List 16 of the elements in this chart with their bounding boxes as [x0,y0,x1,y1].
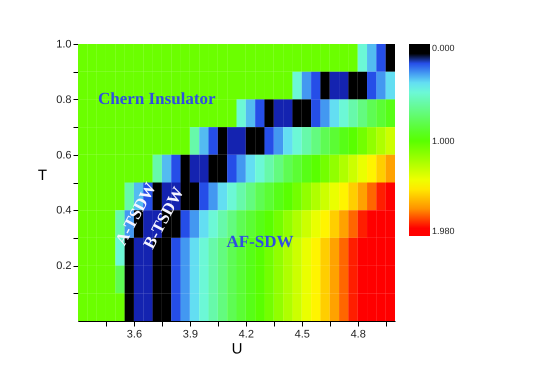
x-tick-label: 3.9 [182,328,198,340]
y-tick-label: 0.2 [56,260,72,272]
y-tick-label: 1.0 [56,38,72,50]
x-tick-label: 4.8 [350,328,366,340]
y-tick-label: 0.4 [56,204,72,217]
x-tick-label: 4.2 [238,328,254,340]
x-tick-label: 4.5 [294,328,310,340]
color-bar-label: 1.980 [432,226,455,236]
color-bar-label: 0.000 [432,43,455,53]
y-tick-label: 0.6 [56,149,72,162]
x-tick-label: 3.6 [126,328,142,340]
color-bar-label: 1.000 [432,136,455,146]
y-tick-label: 0.8 [56,94,72,106]
annotation: Chern Insulator [98,89,216,108]
x-axis-title: U [232,340,242,358]
y-axis-title: T [38,167,48,184]
